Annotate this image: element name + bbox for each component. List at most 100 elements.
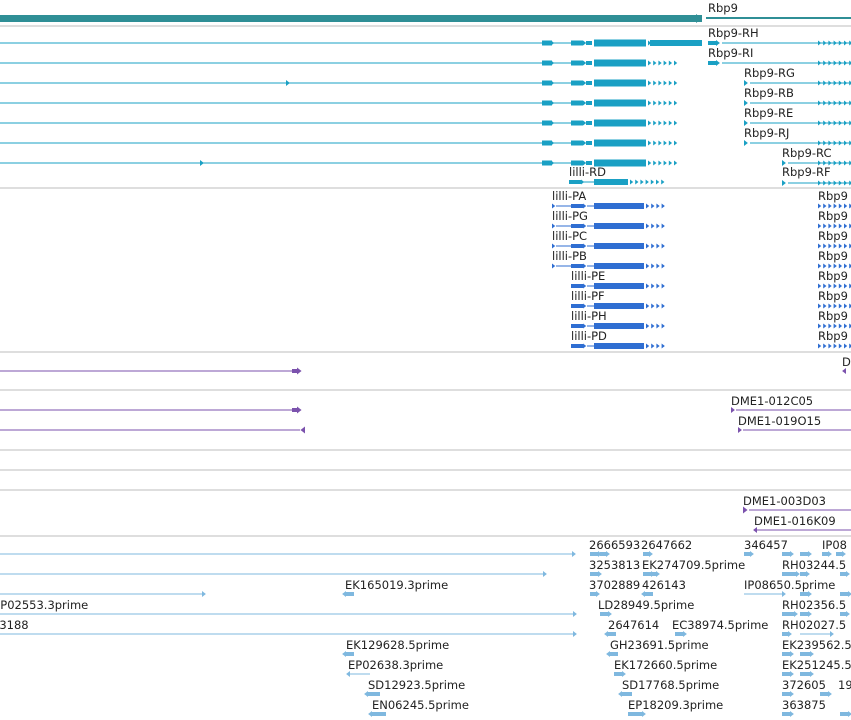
est-feature[interactable]: [782, 671, 794, 677]
exon-block: [571, 244, 583, 248]
est-feature[interactable]: [604, 631, 616, 637]
est-feature[interactable]: [744, 591, 786, 597]
est-feature[interactable]: [822, 551, 832, 557]
est-feature[interactable]: [600, 611, 612, 617]
est-feature[interactable]: [600, 551, 610, 557]
transcript-row[interactable]: [0, 139, 678, 147]
est-feature[interactable]: [368, 711, 386, 717]
clone-dme1-019o15[interactable]: DME1-019O15: [738, 414, 851, 433]
transcript-row[interactable]: [0, 59, 678, 67]
transcript-row-right[interactable]: Rbp9-RB: [744, 86, 851, 106]
clone-row[interactable]: [0, 406, 302, 414]
est-feature[interactable]: [800, 611, 812, 617]
protein-row-right[interactable]: Rbp9: [818, 329, 851, 349]
clone-row[interactable]: D: [0, 355, 851, 375]
gene-feature-rbp9[interactable]: Rbp9: [0, 1, 851, 23]
est-feature[interactable]: [836, 551, 846, 557]
est-feature[interactable]: [606, 651, 618, 657]
est-feature[interactable]: [800, 591, 812, 597]
est-feature[interactable]: [0, 551, 576, 557]
strand-arrow-icon: [844, 140, 848, 146]
protein-row-right[interactable]: Rbp9: [818, 189, 851, 209]
est-feature[interactable]: [590, 551, 602, 557]
est-feature[interactable]: [643, 551, 653, 557]
protein-row-right[interactable]: Rbp9: [818, 309, 851, 329]
est-feature[interactable]: [782, 651, 794, 657]
est-feature[interactable]: [840, 611, 850, 617]
est-feature[interactable]: [0, 611, 577, 617]
transcript-row-right[interactable]: Rbp9-RJ: [744, 126, 851, 146]
protein-row-right[interactable]: Rbp9: [818, 289, 851, 309]
transcript-row[interactable]: [0, 79, 678, 87]
protein-row[interactable]: lilli-PA: [552, 189, 665, 209]
strand-arrow-icon: [608, 611, 612, 617]
est-feature[interactable]: [0, 631, 577, 637]
protein-row-right[interactable]: Rbp9: [818, 269, 851, 289]
est-feature[interactable]: [782, 711, 794, 717]
est-feature[interactable]: [782, 551, 794, 557]
est-feature[interactable]: [800, 671, 814, 677]
transcript-row-right[interactable]: Rbp9-RC: [782, 146, 851, 166]
protein-row-right[interactable]: Rbp9: [818, 229, 851, 249]
strand-arrow-icon: [646, 303, 650, 309]
transcript-row-right[interactable]: Rbp9-RG: [744, 66, 851, 86]
clone-row[interactable]: [0, 426, 305, 434]
protein-row[interactable]: lilli-PH: [571, 309, 665, 329]
strand-arrow-icon: [572, 551, 576, 557]
strand-arrow-icon: [342, 591, 346, 597]
transcript-row[interactable]: [0, 159, 678, 167]
est-feature[interactable]: [614, 671, 626, 677]
est-feature[interactable]: [800, 631, 834, 637]
protein-row[interactable]: lilli-PB: [552, 249, 665, 269]
clone-dme1-012c05[interactable]: DME1-012C05: [731, 394, 851, 413]
transcript-row[interactable]: [0, 99, 678, 107]
strand-arrow-icon: [646, 243, 650, 249]
est-feature[interactable]: [342, 651, 354, 657]
est-feature[interactable]: [782, 691, 794, 697]
transcript-lilli-rd[interactable]: lilli-RD: [569, 165, 665, 185]
est-feature[interactable]: [0, 591, 206, 597]
est-feature[interactable]: [820, 691, 832, 697]
transcript-rbp9-rh[interactable]: Rbp9-RH: [708, 26, 851, 46]
est-feature[interactable]: [628, 711, 646, 717]
transcript-row[interactable]: [0, 39, 702, 47]
est-feature[interactable]: [342, 591, 354, 597]
est-feature[interactable]: [364, 691, 380, 697]
protein-row[interactable]: lilli-PG: [552, 209, 665, 229]
protein-track: lilli-PA Rbp9 lilli-PG Rbp9 lilli-PC Rbp9 lill…: [552, 189, 851, 349]
est-feature[interactable]: [675, 631, 687, 637]
est-feature[interactable]: [782, 611, 798, 617]
protein-row[interactable]: lilli-PE: [571, 269, 665, 289]
est-feature[interactable]: [0, 571, 547, 577]
protein-row[interactable]: lilli-PF: [571, 289, 665, 309]
est-feature[interactable]: [840, 591, 851, 597]
protein-row-right[interactable]: Rbp9: [818, 249, 851, 269]
est-feature[interactable]: [346, 671, 370, 677]
est-feature[interactable]: [800, 651, 814, 657]
est-feature[interactable]: [800, 571, 810, 577]
clone-dme1-016k09[interactable]: DME1-016K09: [753, 514, 851, 533]
est-feature[interactable]: [650, 571, 660, 577]
est-feature[interactable]: [782, 571, 800, 577]
est-feature[interactable]: [618, 691, 632, 697]
est-feature[interactable]: [744, 551, 754, 557]
est-feature[interactable]: [840, 711, 851, 717]
transcript-row-right[interactable]: Rbp9-RE: [744, 106, 851, 126]
est-feature[interactable]: [590, 571, 602, 577]
clone-dme1-003d03[interactable]: DME1-003D03: [743, 494, 851, 514]
est-feature[interactable]: [782, 631, 792, 637]
feature-label: lilli-PG: [552, 209, 588, 223]
protein-row[interactable]: lilli-PD: [571, 329, 665, 349]
transcript-rbp9-ri[interactable]: Rbp9-RI: [708, 46, 851, 66]
est-feature[interactable]: [800, 551, 812, 557]
protein-row-right[interactable]: Rbp9: [818, 209, 851, 229]
protein-row[interactable]: lilli-PC: [552, 229, 665, 249]
est-feature[interactable]: [840, 571, 850, 577]
strand-arrow-icon: [668, 80, 673, 86]
transcript-row-right[interactable]: Rbp9-RF: [782, 165, 851, 186]
est-feature[interactable]: [641, 591, 653, 597]
est-feature[interactable]: [590, 591, 600, 597]
transcript-row[interactable]: [0, 119, 678, 127]
